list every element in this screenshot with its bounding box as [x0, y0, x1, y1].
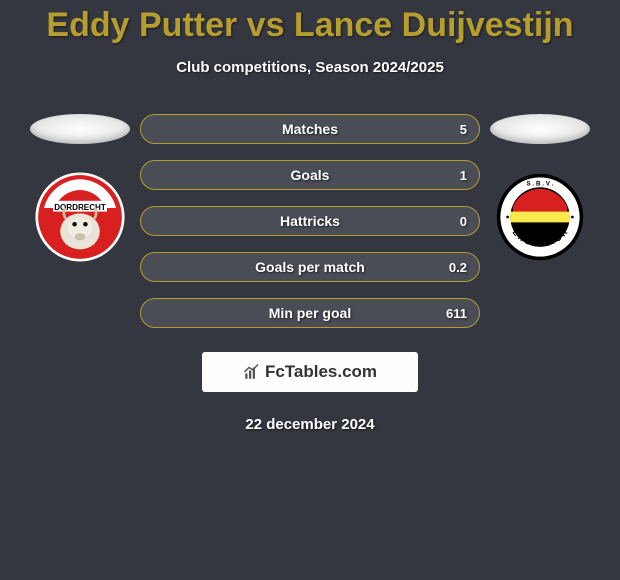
stat-label: Goals per match	[141, 259, 479, 275]
stat-value-right: 0.2	[449, 260, 467, 275]
right-side: S . B . V . E X C E L S I O R	[480, 114, 600, 262]
stat-value-right: 5	[460, 122, 467, 137]
comparison-panel: FC DORDRECHT Matches 5 Goals 1	[0, 114, 620, 328]
stat-label: Min per goal	[141, 305, 479, 321]
watermark: FcTables.com	[202, 352, 418, 392]
stat-label: Matches	[141, 121, 479, 137]
player-oval-right	[490, 114, 590, 144]
stats-rows: Matches 5 Goals 1 Hattricks 0 Goals per …	[140, 114, 480, 328]
svg-text:FC: FC	[75, 188, 85, 197]
stat-row: Hattricks 0	[140, 206, 480, 236]
right-club-logo: S . B . V . E X C E L S I O R	[495, 172, 585, 262]
chart-icon	[243, 363, 261, 381]
player-oval-left	[30, 114, 130, 144]
stat-label: Goals	[141, 167, 479, 183]
stat-row: Matches 5	[140, 114, 480, 144]
watermark-text: FcTables.com	[265, 362, 377, 382]
svg-text:DORDRECHT: DORDRECHT	[54, 203, 106, 212]
stat-value-right: 0	[460, 214, 467, 229]
left-side: FC DORDRECHT	[20, 114, 140, 262]
left-club-logo: FC DORDRECHT	[35, 172, 125, 262]
stat-row: Goals 1	[140, 160, 480, 190]
page-subtitle: Club competitions, Season 2024/2025	[0, 59, 620, 76]
stat-label: Hattricks	[141, 213, 479, 229]
stat-value-right: 611	[446, 306, 467, 321]
stat-value-right: 1	[460, 168, 467, 183]
stat-row: Min per goal 611	[140, 298, 480, 328]
stat-row: Goals per match 0.2	[140, 252, 480, 282]
page-title: Eddy Putter vs Lance Duijvestijn	[0, 0, 620, 45]
date-label: 22 december 2024	[0, 416, 620, 433]
svg-text:S . B . V .: S . B . V .	[527, 181, 554, 188]
